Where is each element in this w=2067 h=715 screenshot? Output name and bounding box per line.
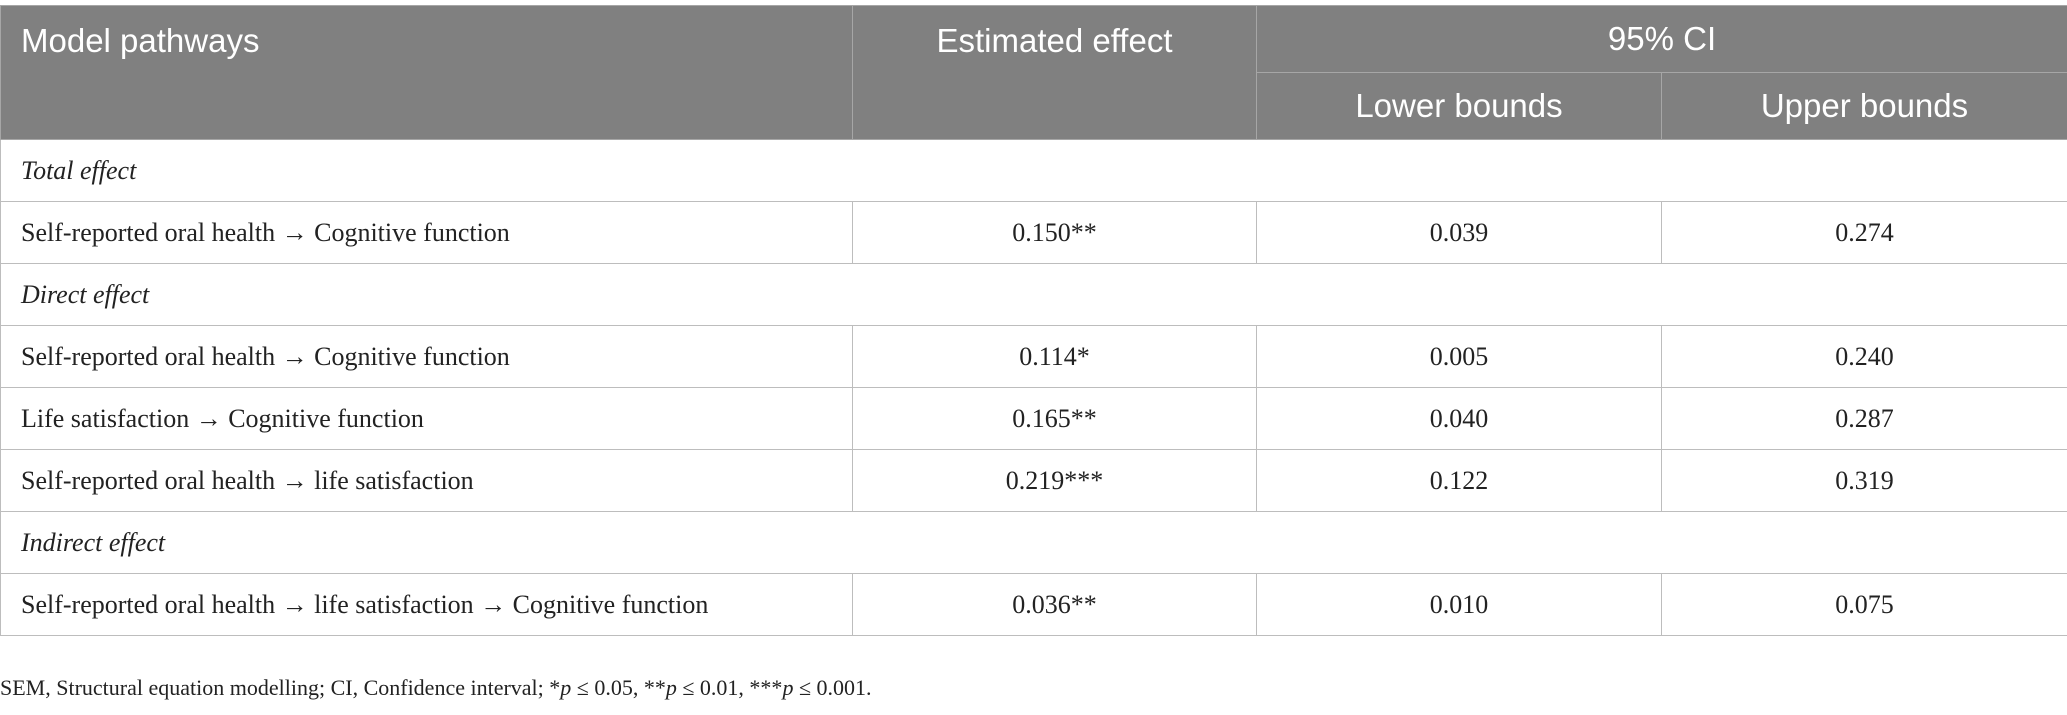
- value-cell: 0.114*: [852, 325, 1257, 388]
- section-row: Indirect effect: [0, 511, 2067, 574]
- table-body: Total effect Self-reported oral health → …: [0, 139, 2067, 636]
- footnote-text: SEM, Structural equation modelling; CI, …: [0, 675, 561, 700]
- section-title: Indirect effect: [0, 511, 2067, 574]
- value-cell: 0.274: [1661, 201, 2067, 264]
- pathway-cell: Life satisfaction → Cognitive function: [0, 387, 853, 450]
- value-cell: 0.036**: [852, 573, 1257, 636]
- header-cell: Upper bounds: [1661, 72, 2067, 140]
- section-row: Direct effect: [0, 263, 2067, 326]
- value-cell: 0.122: [1256, 449, 1662, 512]
- value-cell: 0.010: [1256, 573, 1662, 636]
- header-cell: 95% CI: [1256, 5, 2067, 73]
- footnote: SEM, Structural equation modelling; CI, …: [0, 675, 872, 701]
- footnote-text: ≤ 0.05, **: [571, 675, 666, 700]
- footnote-italic: p: [665, 675, 677, 700]
- section-title: Total effect: [0, 139, 2067, 202]
- value-cell: 0.005: [1256, 325, 1662, 388]
- data-row: Self-reported oral health → Cognitive fu…: [0, 325, 2067, 388]
- header-cell: Lower bounds: [1256, 72, 1662, 140]
- footnote-text: ≤ 0.001.: [793, 675, 872, 700]
- pathway-cell: Self-reported oral health → life satisfa…: [0, 449, 853, 512]
- results-table: Model pathways Estimated effect 95% CI L…: [0, 5, 2067, 636]
- value-cell: 0.075: [1661, 573, 2067, 636]
- value-cell: 0.150**: [852, 201, 1257, 264]
- value-cell: 0.219***: [852, 449, 1257, 512]
- section-title: Direct effect: [0, 263, 2067, 326]
- value-cell: 0.319: [1661, 449, 2067, 512]
- footnote-italic: p: [560, 675, 572, 700]
- data-row: Life satisfaction → Cognitive function 0.…: [0, 387, 2067, 450]
- value-cell: 0.287: [1661, 387, 2067, 450]
- data-row: Self-reported oral health → life satisfa…: [0, 449, 2067, 512]
- value-cell: 0.165**: [852, 387, 1257, 450]
- pathway-cell: Self-reported oral health → Cognitive fu…: [0, 201, 853, 264]
- data-row: Self-reported oral health → Cognitive fu…: [0, 201, 2067, 264]
- footnote-italic: p: [782, 675, 794, 700]
- data-row: Self-reported oral health → life satisfa…: [0, 573, 2067, 636]
- header-cell: Estimated effect: [852, 5, 1257, 140]
- value-cell: 0.040: [1256, 387, 1662, 450]
- footnote-text: ≤ 0.01, ***: [676, 675, 783, 700]
- pathway-cell: Self-reported oral health → Cognitive fu…: [0, 325, 853, 388]
- section-row: Total effect: [0, 139, 2067, 202]
- pathway-cell: Self-reported oral health → life satisfa…: [0, 573, 853, 636]
- value-cell: 0.240: [1661, 325, 2067, 388]
- header-cell: Model pathways: [0, 5, 853, 140]
- value-cell: 0.039: [1256, 201, 1662, 264]
